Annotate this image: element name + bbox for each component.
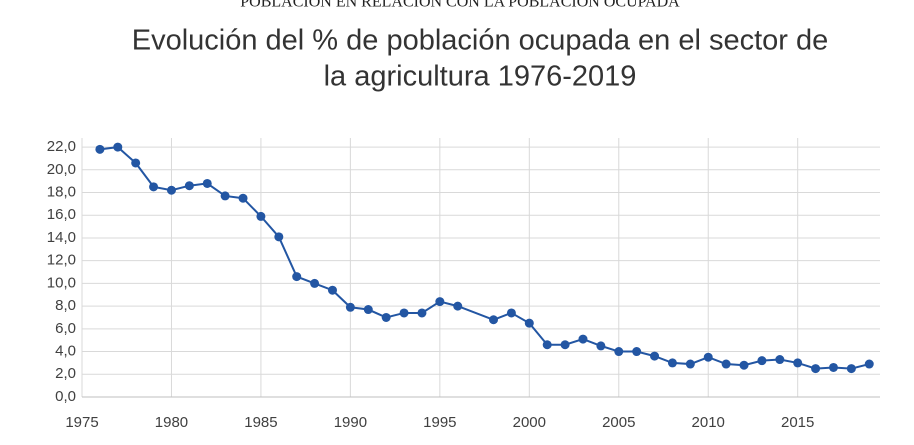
x-tick-label: 1980 [155,414,188,431]
marker [238,193,248,203]
y-tick-label: 12,0 [47,252,76,269]
marker [793,358,803,368]
marker [524,318,534,328]
marker [453,301,463,311]
marker [345,302,355,312]
chart-title: la agricultura 1976-2019 [324,61,637,93]
marker [292,272,302,282]
marker [542,340,552,350]
marker [721,359,731,369]
marker [220,191,230,201]
marker [828,362,838,372]
marker [149,182,159,192]
y-tick-label: 18,0 [47,183,76,200]
marker [435,297,445,307]
x-tick-label: 1975 [65,414,98,431]
marker [846,364,856,374]
page-header: POBLACIÓN EN RELACIÓN CON LA POBLACIÓN O… [240,0,680,11]
marker [166,185,176,195]
marker [399,308,409,318]
marker [381,312,391,322]
marker [274,232,284,242]
marker [310,278,320,288]
marker [614,347,624,357]
marker [703,352,713,362]
x-tick-label: 1995 [423,414,456,431]
marker [685,359,695,369]
y-tick-label: 20,0 [47,161,76,178]
marker [489,315,499,325]
line [99,146,870,370]
marker [327,285,337,295]
marker [739,360,749,370]
y-tick-label: 4,0 [55,343,76,360]
marker [202,178,212,188]
marker [256,211,266,221]
x-tick-label: 1985 [244,414,277,431]
x-tick-label: 2005 [602,414,635,431]
marker [363,305,373,315]
y-tick-label: 22,0 [47,138,76,155]
y-tick-label: 6,0 [55,320,76,337]
marker [131,158,141,168]
marker [650,351,660,361]
marker [757,356,767,366]
x-tick-label: 2015 [781,414,814,431]
marker [811,364,821,374]
y-tick-label: 16,0 [47,206,76,223]
marker [775,355,785,365]
marker [864,359,874,369]
y-tick-label: 0,0 [55,388,76,405]
y-tick-label: 2,0 [55,365,76,382]
marker [632,347,642,357]
x-tick-label: 1990 [334,414,367,431]
marker [578,334,588,344]
x-tick-label: 2010 [692,414,725,431]
y-tick-label: 8,0 [55,297,76,314]
marker [560,340,570,350]
chart-title: Evolución del % de población ocupada en … [132,25,828,57]
y-tick-label: 10,0 [47,274,76,291]
marker [95,144,105,154]
marker [667,358,677,368]
marker [596,341,606,351]
marker [184,181,194,191]
marker [113,142,123,152]
marker [417,308,427,318]
y-tick-label: 14,0 [47,229,76,246]
marker [506,308,516,318]
x-tick-label: 2000 [513,414,546,431]
